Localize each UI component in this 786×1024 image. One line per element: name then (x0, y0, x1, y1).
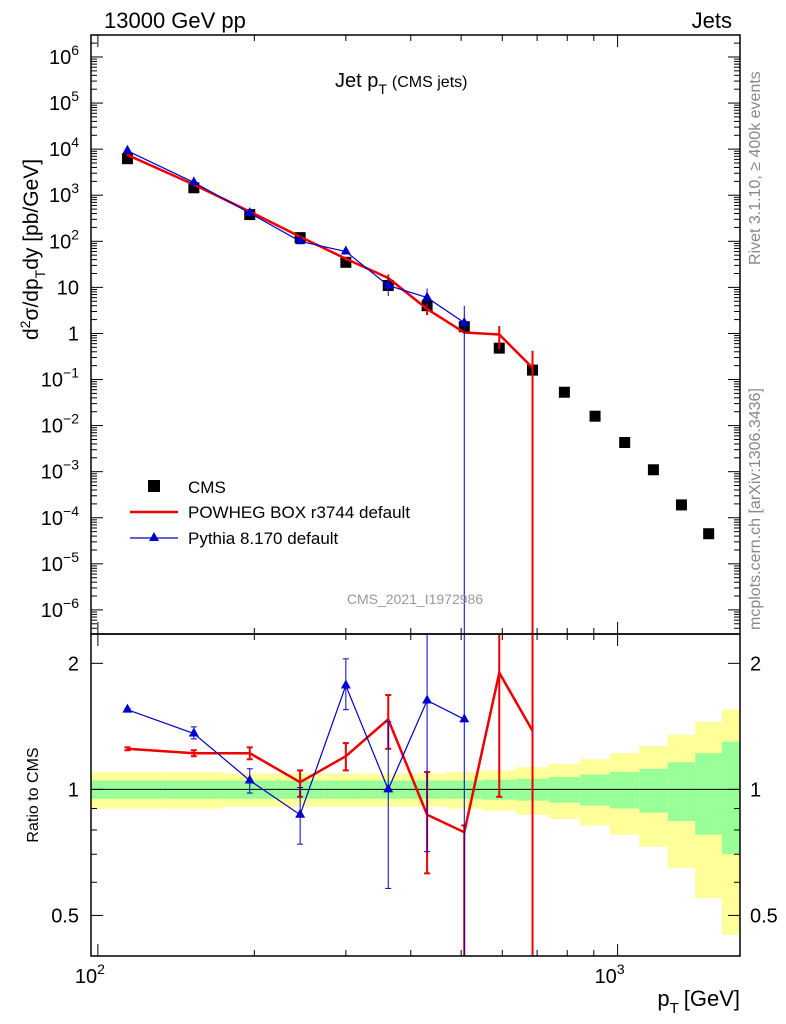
legend-powheg-label: POWHEG BOX r3744 default (188, 503, 410, 522)
pythia-marker (459, 316, 470, 326)
header-right: Jets (692, 8, 732, 33)
ratio-tick-label-right: 1 (750, 779, 761, 801)
header-left: 13000 GeV pp (104, 8, 246, 33)
band-inner-bin (579, 774, 611, 806)
pythia-marker (340, 245, 351, 255)
main-panel: 10610510410310210110−110−210−310−410−510… (41, 34, 741, 635)
chart-title: Jet pT (CMS jets) (335, 70, 467, 97)
powheg-line (126, 153, 534, 369)
pythia-ratio-marker (459, 713, 470, 723)
ratio-uncertainty-band (91, 709, 740, 935)
legend-cms-marker (148, 480, 160, 492)
ratio-frame (90, 633, 741, 957)
pythia-ratio-marker (383, 783, 394, 793)
pythia-ratio-marker (122, 703, 133, 713)
y-tick-labels: 10610510410310210110−110−210−310−410−510… (41, 42, 79, 622)
pythia-ratio-marker (340, 679, 351, 689)
cms-data-point (188, 182, 200, 194)
ratio-ticks: 2 2 1 1 0.5 0.5 (51, 634, 778, 957)
y-tick-label: 10−1 (41, 365, 79, 392)
x-tick-labels: 102 103 (75, 961, 625, 988)
pythia-ratio-line (127, 683, 465, 816)
cms-data-point (121, 153, 133, 165)
cms-data-point (675, 499, 687, 511)
pythia-ratio-marker (422, 694, 433, 704)
cms-data-point (703, 528, 715, 540)
pythia-ratio-marker (244, 774, 255, 784)
ratio-panel: 2 2 1 1 0.5 0.5 (51, 633, 778, 957)
legend-pythia-label: Pythia 8.170 default (188, 529, 339, 548)
legend-cms-label: CMS (188, 478, 226, 497)
cms-data-point (589, 410, 601, 422)
y-axis-label: d2σ/dpTdy [pb/GeV] (17, 159, 48, 340)
pythia-ratio-marker (295, 808, 306, 818)
pythia-marker (295, 235, 306, 245)
cms-data-point (647, 464, 659, 476)
ratio-y-label: Ratio to CMS (25, 747, 42, 842)
y-tick-label: 10−6 (41, 595, 79, 622)
y-tick-label: 106 (49, 42, 79, 69)
rivet-label: Rivet 3.1.10, ≥ 400k events (747, 71, 764, 265)
y-tick-label: 1 (68, 323, 79, 345)
band-inner-bin (667, 762, 696, 822)
analysis-watermark: CMS_2021_I1972986 (347, 591, 483, 607)
cms-data-point (340, 256, 352, 268)
x-tick-label: 103 (595, 961, 625, 988)
cms-data-point (558, 386, 570, 398)
y-tick-label: 103 (49, 180, 79, 207)
ratio-tick-label-left: 1 (68, 779, 79, 801)
pythia-marker (383, 279, 394, 289)
y-tick-label: 10−2 (41, 411, 79, 438)
x-axis-label: pT [GeV] (657, 986, 740, 1017)
ratio-tick-label-right: 0.5 (750, 905, 778, 927)
legend-pythia-marker (149, 532, 159, 541)
band-inner-bin (610, 772, 640, 809)
ratio-tick-label-left: 2 (68, 653, 79, 675)
cms-data-point (619, 436, 631, 448)
main-ticks (91, 34, 740, 635)
pythia-marker (188, 176, 199, 186)
x-tick-label: 102 (75, 961, 105, 988)
y-tick-label: 105 (49, 88, 79, 115)
pythia-line (127, 150, 465, 324)
y-tick-label: 104 (49, 134, 79, 161)
y-tick-label: 10 (57, 277, 79, 299)
band-inner-bin (721, 741, 740, 855)
pythia-marker (422, 291, 433, 301)
main-data-layer (121, 144, 715, 634)
pythia-marker (244, 207, 255, 217)
y-tick-label: 10−4 (41, 503, 79, 530)
ratio-tick-label-left: 0.5 (51, 905, 79, 927)
ratio-data-layer (122, 634, 534, 956)
y-tick-label: 10−3 (41, 457, 79, 484)
pythia-ratio-marker (188, 727, 199, 737)
band-inner-bin (695, 753, 722, 835)
legend: CMS POWHEG BOX r3744 default Pythia 8.17… (130, 478, 410, 548)
mcplots-label: mcplots.cern.ch [arXiv:1306.3436] (747, 388, 764, 630)
ratio-tick-label-right: 2 (750, 653, 761, 675)
y-tick-label: 102 (49, 226, 79, 253)
y-tick-label: 10−5 (41, 549, 79, 576)
band-inner-bin (639, 768, 668, 813)
pythia-marker (122, 144, 133, 154)
